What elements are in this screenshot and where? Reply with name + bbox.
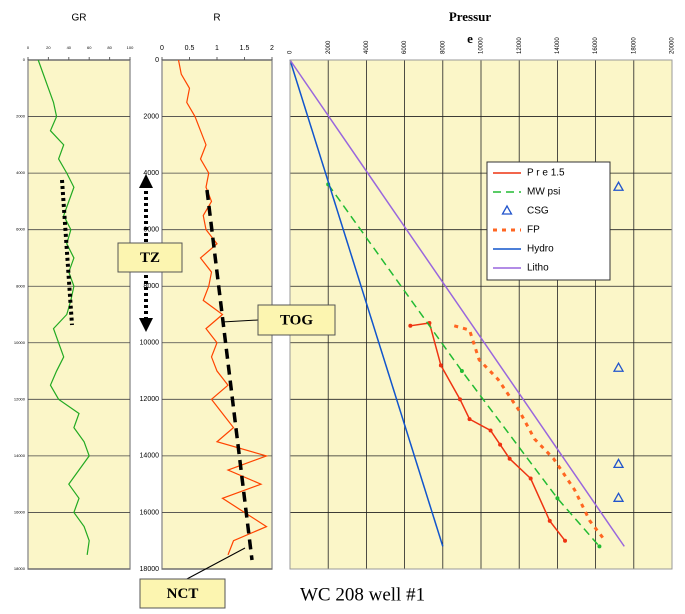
y-tick-label: 10000 xyxy=(14,340,26,345)
csg-marker xyxy=(612,180,625,191)
y-tick-label: 2000 xyxy=(143,113,159,120)
y-tick-label: 16000 xyxy=(14,510,26,515)
pointer xyxy=(221,319,259,323)
legend-label: CSG xyxy=(527,206,549,217)
x-tick-label: 0 xyxy=(288,50,294,54)
x-tick-label: 6000 xyxy=(402,40,408,54)
legend-label: Litho xyxy=(527,263,549,274)
x-tick-label: 0 xyxy=(27,45,30,50)
y-tick-label: 16000 xyxy=(140,509,160,516)
y-tick-label: 6000 xyxy=(143,227,159,234)
legend-box xyxy=(486,161,611,281)
y-tick-label: 6000 xyxy=(16,227,26,232)
x-tick-label: 14000 xyxy=(555,37,561,54)
chart-title: Pressur xyxy=(449,9,492,24)
x-tick-label: 10000 xyxy=(479,37,485,54)
x-tick-label: 40 xyxy=(67,45,72,50)
x-tick-label: 2 xyxy=(270,45,274,52)
x-tick-label: 8000 xyxy=(440,40,446,54)
series-line xyxy=(289,59,625,547)
track-background xyxy=(27,59,131,570)
arrow-head xyxy=(139,174,153,188)
y-tick-label: 18000 xyxy=(140,566,160,573)
y-tick-label: 0 xyxy=(23,57,26,62)
track-title: R xyxy=(213,13,220,24)
caption: WC 208 well #1 xyxy=(300,584,425,605)
x-tick-label: 12000 xyxy=(517,37,523,54)
x-tick-label: 4000 xyxy=(364,40,370,54)
log-curve xyxy=(177,59,269,556)
track-background xyxy=(161,59,273,570)
x-tick-label: 100 xyxy=(127,45,134,50)
y-tick-label: 10000 xyxy=(140,340,160,347)
trend-line xyxy=(60,179,74,326)
y-tick-label: 8000 xyxy=(16,283,26,288)
series-marker xyxy=(488,428,493,433)
tog-label: TOG xyxy=(280,312,313,328)
x-tick-label: 2000 xyxy=(326,40,332,54)
x-tick-label: 18000 xyxy=(631,37,637,54)
y-tick-label: 14000 xyxy=(140,453,160,460)
nct-label: NCT xyxy=(167,586,199,602)
series-marker xyxy=(555,496,560,501)
legend-symbol xyxy=(501,204,513,215)
series-marker xyxy=(438,363,443,368)
x-tick-label: 60 xyxy=(87,45,92,50)
series-marker xyxy=(408,323,413,328)
series-line xyxy=(327,183,600,547)
x-tick-label: 20 xyxy=(46,45,51,50)
y-tick-label: 12000 xyxy=(140,396,160,403)
legend-label: FP xyxy=(527,225,540,236)
arrow-head xyxy=(139,318,153,332)
series-marker xyxy=(467,417,472,422)
x-tick-label: 0.5 xyxy=(185,45,195,52)
series-marker xyxy=(507,456,512,461)
x-tick-label: 80 xyxy=(107,45,112,50)
series-marker xyxy=(597,544,602,549)
y-tick-label: 8000 xyxy=(143,283,159,290)
csg-marker xyxy=(612,491,625,502)
series-marker xyxy=(457,397,462,402)
y-tick-label: 4000 xyxy=(16,170,26,175)
csg-marker xyxy=(612,458,625,469)
tz-label: TZ xyxy=(140,250,160,266)
series-marker xyxy=(547,518,552,523)
tog-box xyxy=(257,304,336,336)
tz-box xyxy=(117,242,183,273)
series-line xyxy=(289,59,444,547)
y-tick-label: 14000 xyxy=(14,453,26,458)
legend-label: MW psi xyxy=(527,187,560,198)
y-tick-label: 12000 xyxy=(14,396,26,401)
legend-label: Hydro xyxy=(527,244,554,255)
pointer xyxy=(184,547,246,581)
chart-title: e xyxy=(467,31,473,46)
series-line xyxy=(453,324,607,542)
series-marker xyxy=(563,538,568,543)
y-tick-label: 0 xyxy=(155,57,159,64)
x-tick-label: 20000 xyxy=(670,37,676,54)
series-marker xyxy=(459,369,464,374)
nct-box xyxy=(139,578,226,609)
x-tick-label: 16000 xyxy=(593,37,599,54)
y-tick-label: 2000 xyxy=(16,114,26,119)
series-marker xyxy=(498,442,503,447)
csg-marker xyxy=(612,361,625,372)
legend-label: P r e 1.5 xyxy=(527,168,565,179)
series-marker xyxy=(528,476,533,481)
x-tick-label: 0 xyxy=(160,45,164,52)
y-tick-label: 4000 xyxy=(143,170,159,177)
track-title: GR xyxy=(72,13,87,24)
x-tick-label: 1.5 xyxy=(240,45,250,52)
x-tick-label: 1 xyxy=(215,45,219,52)
y-tick-label: 18000 xyxy=(14,566,26,571)
trend-line xyxy=(205,189,254,561)
